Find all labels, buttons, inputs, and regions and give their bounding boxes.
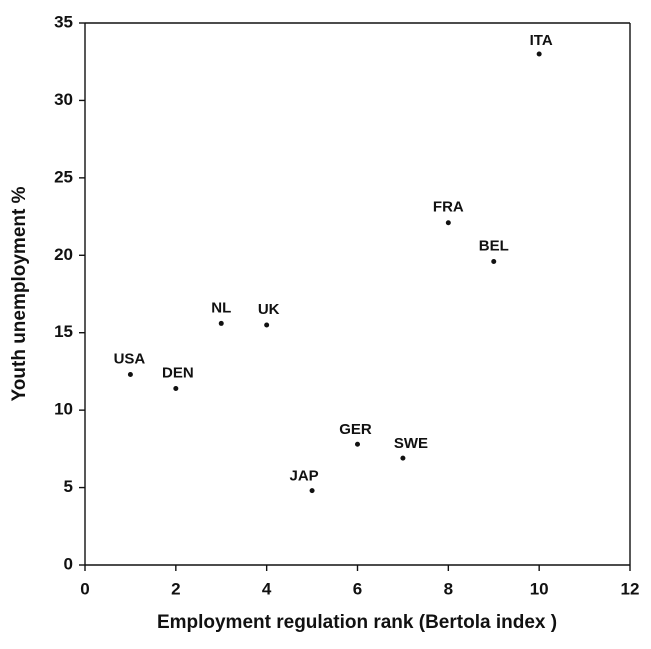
point-label: JAP	[289, 468, 318, 485]
x-axis-title: Employment regulation rank (Bertola inde…	[157, 612, 557, 633]
x-tick-label: 2	[171, 579, 180, 598]
point	[309, 488, 315, 494]
point	[445, 220, 451, 226]
point	[264, 322, 270, 328]
point-label: BEL	[479, 237, 509, 254]
y-tick-label: 25	[54, 167, 73, 186]
y-tick-label: 0	[64, 554, 73, 573]
y-tick-label: 20	[54, 245, 73, 264]
point-label: GER	[339, 421, 372, 438]
point	[536, 51, 542, 57]
y-tick-label: 30	[54, 90, 73, 109]
point-label: UK	[258, 301, 280, 318]
x-tick-label: 4	[262, 579, 272, 598]
x-tick-label: 12	[621, 579, 640, 598]
point	[491, 258, 497, 264]
point	[218, 320, 224, 326]
y-tick-label: 5	[64, 477, 73, 496]
point	[173, 385, 179, 391]
point	[355, 441, 360, 447]
point-label: ITA	[530, 32, 553, 49]
point-label: DEN	[162, 364, 194, 381]
point	[127, 372, 133, 378]
x-tick-label: 8	[444, 579, 453, 598]
point	[400, 455, 406, 461]
point-label: SWE	[394, 435, 428, 452]
x-tick-label: 0	[80, 579, 89, 598]
y-tick-label: 35	[54, 12, 73, 31]
x-tick-label: 6	[353, 579, 362, 598]
point-label: USA	[114, 350, 146, 367]
point-label: FRA	[433, 199, 464, 216]
x-tick-label: 10	[530, 579, 549, 598]
y-tick-label: 15	[54, 322, 73, 341]
y-tick-label: 10	[54, 400, 73, 419]
point-label: NL	[211, 299, 231, 316]
y-axis-title: Youth unemployment %	[9, 186, 30, 401]
